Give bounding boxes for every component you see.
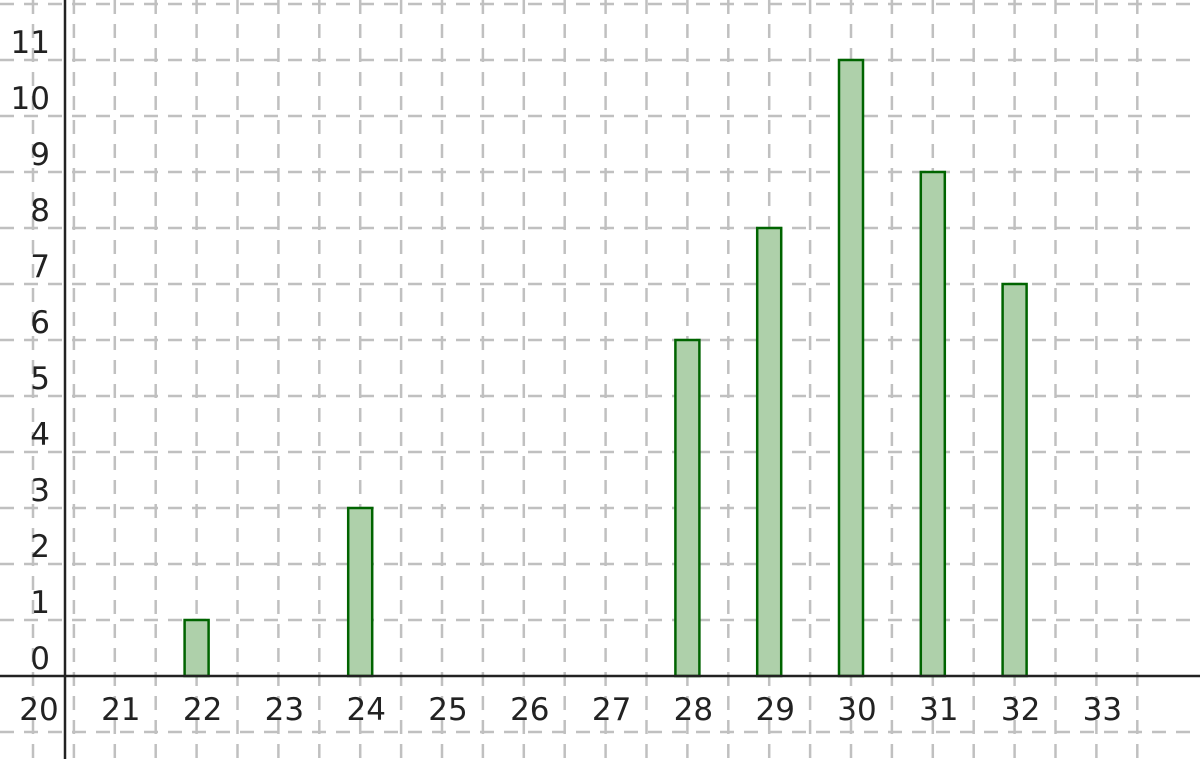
y-tick-label: 11 [11,25,50,61]
y-tick-label: 5 [30,361,50,397]
y-tick-label: 2 [30,529,50,565]
x-tick-label: 32 [1001,692,1040,728]
bars [183,58,1028,678]
x-tick-label: 33 [1083,692,1122,728]
bar-30 [837,58,865,678]
x-tick-label: 20 [19,692,58,728]
x-tick-labels: 20 21 22 23 24 25 26 27 28 29 30 31 32 33 [19,692,1122,728]
x-tick-label: 21 [101,692,140,728]
y-tick-label: 0 [30,641,50,677]
bar-22 [183,618,210,678]
y-tick-label: 7 [30,249,50,285]
y-tick-label: 4 [30,417,50,453]
y-tick-label: 6 [30,305,50,341]
y-tick-label: 8 [30,193,50,229]
bar-28 [674,338,701,678]
bar-29 [755,226,783,678]
x-tick-label: 30 [837,692,876,728]
bar-31 [919,170,947,678]
x-tick-label: 28 [674,692,713,728]
x-tick-label: 29 [755,692,794,728]
y-tick-labels: 0 1 2 3 4 5 6 7 8 9 10 11 [11,25,50,677]
x-tick-label: 24 [346,692,385,728]
y-tick-label: 3 [30,473,50,509]
y-tick-label: 10 [11,81,50,117]
bar-32 [1001,282,1028,678]
y-tick-label: 1 [30,585,50,621]
y-tick-label: 9 [30,137,50,173]
x-tick-label: 26 [510,692,549,728]
x-tick-label: 23 [265,692,304,728]
x-tick-label: 31 [919,692,958,728]
x-tick-label: 22 [183,692,222,728]
bar-24 [346,506,374,678]
x-tick-label: 27 [592,692,631,728]
x-tick-label: 25 [428,692,467,728]
